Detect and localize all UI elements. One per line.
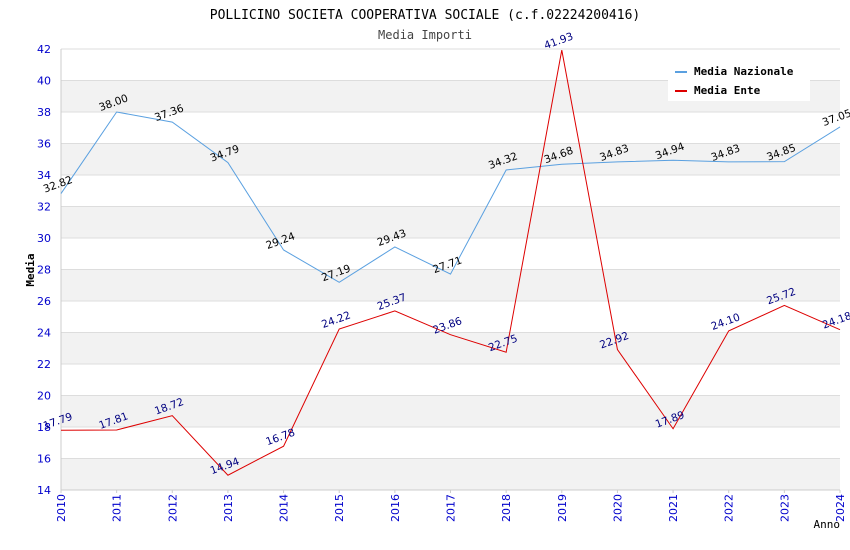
legend-box [668, 59, 810, 101]
x-tick-label: 2010 [55, 494, 68, 522]
legend: Media Nazionale Media Ente [668, 59, 810, 101]
x-tick-label: 2013 [222, 494, 235, 522]
y-tick-label: 22 [37, 358, 51, 371]
legend-label-nazionale: Media Nazionale [694, 65, 794, 78]
x-tick-label: 2022 [723, 494, 736, 522]
x-tick-label: 2011 [111, 494, 124, 522]
y-tick-label: 36 [37, 138, 51, 151]
plot-band [61, 143, 840, 175]
series-line-nazionale [60, 111, 841, 283]
y-tick-label: 20 [37, 390, 51, 403]
x-tick-labels: 2010 2011 2012 2013 2014 2015 2016 2017 2018 2019… [55, 494, 847, 522]
plot-band [61, 175, 840, 207]
x-axis-label: Anno [814, 518, 841, 531]
plot-band [61, 332, 840, 364]
y-tick-label: 16 [37, 453, 51, 466]
y-tick-label: 42 [37, 43, 51, 56]
chart-title: POLLICINO SOCIETA COOPERATIVA SOCIALE (c… [210, 8, 640, 23]
y-tick-label: 24 [37, 327, 51, 340]
x-tick-label: 2014 [278, 494, 291, 522]
plot-band [61, 112, 840, 144]
plot-band [61, 206, 840, 238]
series-lines [60, 50, 841, 476]
x-tick-label: 2019 [556, 494, 569, 522]
plot-band [61, 427, 840, 459]
y-tick-label: 34 [37, 169, 51, 182]
y-tick-label: 26 [37, 295, 51, 308]
x-tick-label: 2024 [834, 494, 847, 522]
x-tick-label: 2023 [778, 494, 791, 522]
plot-band [61, 269, 840, 301]
x-tick-label: 2021 [667, 494, 680, 522]
series-line-ente [60, 50, 841, 476]
x-tick-label: 2012 [166, 494, 179, 522]
plot-band [61, 238, 840, 270]
plot-band [61, 458, 840, 490]
plot-band [61, 301, 840, 333]
chart-subtitle: Media Importi [378, 28, 472, 42]
x-tick-label: 2016 [389, 494, 402, 522]
y-tick-label: 40 [37, 75, 51, 88]
y-tick-labels: 14 16 18 20 22 24 26 28 30 32 34 36 38 40 42 [37, 43, 51, 497]
legend-label-ente: Media Ente [694, 84, 761, 97]
y-axis-label: Media [24, 253, 37, 286]
plot-band [61, 364, 840, 396]
axes [60, 49, 841, 493]
plot-bands [61, 49, 840, 490]
y-tick-label: 28 [37, 264, 51, 277]
x-tick-label: 2015 [333, 494, 346, 522]
y-tick-label: 32 [37, 201, 51, 214]
x-tick-label: 2020 [611, 494, 624, 522]
x-tick-label: 2017 [445, 494, 458, 522]
x-tick-label: 2018 [500, 494, 513, 522]
y-tick-label: 14 [37, 484, 51, 497]
y-tick-label: 30 [37, 232, 51, 245]
y-tick-label: 18 [37, 421, 51, 434]
plot-band [61, 395, 840, 427]
y-tick-label: 38 [37, 106, 51, 119]
